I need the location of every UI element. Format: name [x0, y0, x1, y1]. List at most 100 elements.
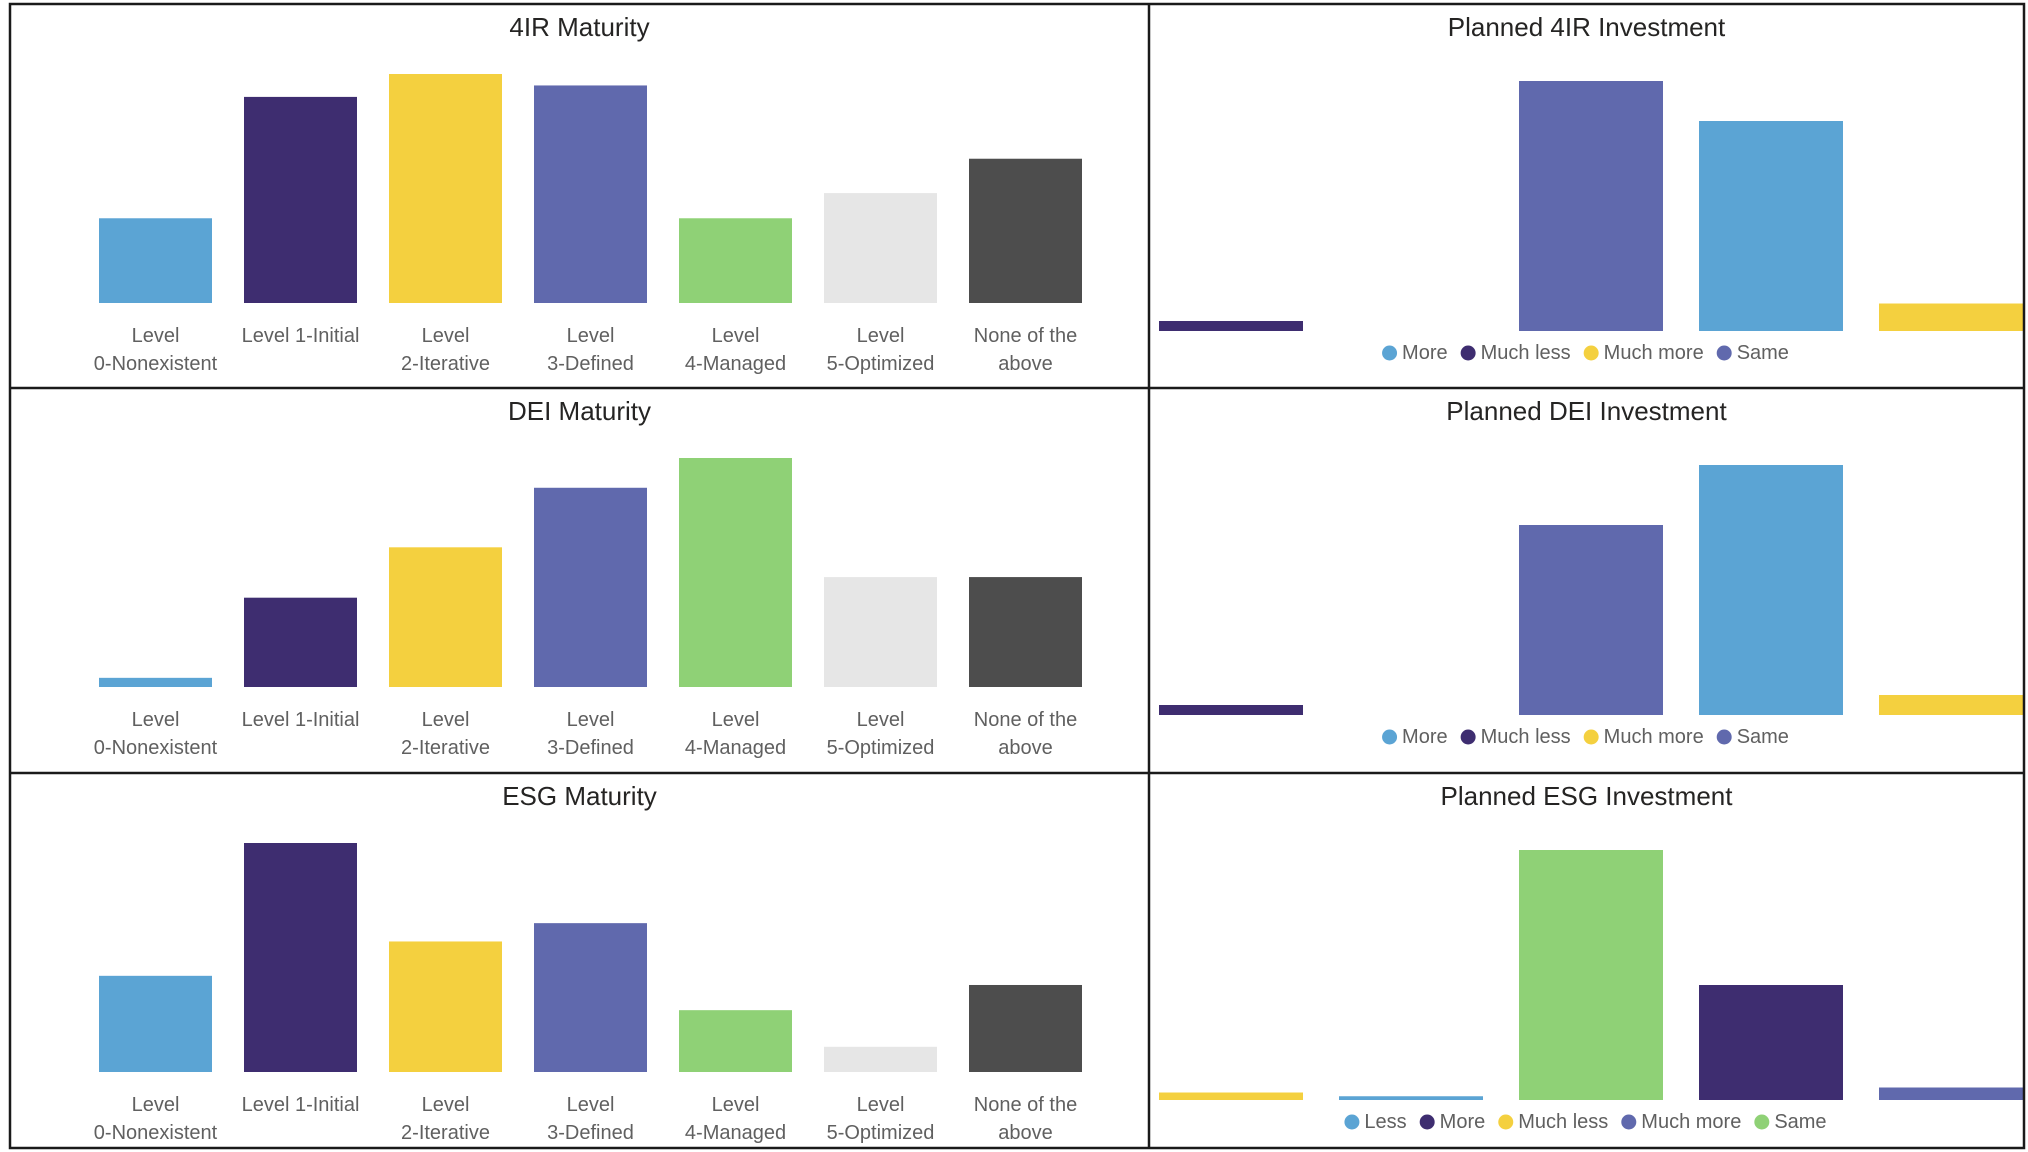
legend-swatch	[1583, 729, 1599, 745]
tick-label-level-3-defined-line-1: Level	[567, 1094, 615, 1116]
bar-level-1-initial[interactable]	[244, 96, 357, 304]
chart-title: Planned 4IR Investment	[1448, 12, 1726, 42]
bar-same[interactable]	[1519, 850, 1663, 1100]
legend: More Much less Much more Same	[1382, 726, 1789, 748]
tick-label-level-0-nonexistent-line-2: 0-Nonexistent	[94, 353, 218, 375]
legend-label: Much more	[1641, 1111, 1741, 1133]
legend-item-much-less[interactable]: Much less	[1498, 1111, 1608, 1133]
legend-label: Same	[1737, 342, 1789, 364]
legend-swatch	[1460, 729, 1476, 745]
outer-border	[8, 2, 2026, 1150]
legend-item-same[interactable]: Same	[1716, 726, 1789, 748]
legend-label: Less	[1364, 1111, 1406, 1133]
legend-item-much-more[interactable]: Much more	[1621, 1111, 1741, 1133]
tick-label-level-3-defined-line-2: 3-Defined	[547, 737, 634, 759]
bar-level-4-managed[interactable]	[679, 218, 792, 303]
tick-label-level-2-iterative-line-2: 2-Iterative	[401, 737, 490, 759]
legend-item-less[interactable]: Less	[1344, 1111, 1407, 1133]
tick-label-level-2-iterative-line-1: Level	[422, 709, 470, 731]
bar-level-0-nonexistent[interactable]	[99, 677, 212, 687]
legend-item-more[interactable]: More	[1382, 342, 1448, 364]
tick-label-none-of-the-above-line-1: None of the	[974, 325, 1077, 347]
tick-label-level-4-managed-line-1: Level	[712, 709, 760, 731]
tick-label-level-5-optimized-line-2: 5-Optimized	[827, 1122, 935, 1144]
bar-level-1-initial[interactable]	[244, 597, 357, 687]
legend-label: More	[1402, 726, 1448, 748]
bar-same[interactable]	[1519, 81, 1663, 331]
bar-level-1-initial[interactable]	[244, 843, 357, 1072]
bar-much-less[interactable]	[1159, 705, 1303, 715]
planned-dei-investment-chart: Planned DEI Investment More Much less Much …	[1159, 396, 2023, 748]
esg-maturity-chart: ESG Maturity Level 0-Nonexistent Level 1-In…	[94, 781, 1082, 1144]
legend-label: Same	[1774, 1111, 1826, 1133]
bar-level-2-iterative[interactable]	[389, 74, 502, 303]
bar-same[interactable]	[1519, 525, 1663, 715]
legend-item-much-more[interactable]: Much more	[1583, 726, 1704, 748]
tick-label-level-1-initial: Level 1-Initial	[242, 709, 360, 731]
legend-label: Much less	[1481, 726, 1571, 748]
bar-level-4-managed[interactable]	[679, 458, 792, 687]
bar-none-of-the-above[interactable]	[969, 577, 1082, 687]
tick-label-level-4-managed-line-2: 4-Managed	[685, 737, 786, 759]
chart-title: DEI Maturity	[508, 396, 651, 426]
legend-item-much-less[interactable]: Much less	[1460, 726, 1571, 748]
bar-level-5-optimized[interactable]	[824, 193, 937, 303]
bar-level-4-managed[interactable]	[679, 1010, 792, 1072]
bar-level-3-defined[interactable]	[534, 487, 647, 687]
bar-much-less[interactable]	[1159, 321, 1303, 331]
planned-esg-investment-chart: Planned ESG Investment Less More Much less M…	[1159, 781, 2023, 1133]
legend-swatch	[1460, 345, 1476, 361]
bar-much-more[interactable]	[1879, 695, 2023, 715]
bar-level-5-optimized[interactable]	[824, 1046, 937, 1072]
bar-level-3-defined[interactable]	[534, 923, 647, 1072]
legend-swatch	[1583, 345, 1599, 361]
legend-swatch	[1498, 1114, 1514, 1130]
legend-swatch	[1382, 729, 1398, 745]
tick-label-level-1-initial: Level 1-Initial	[242, 1094, 360, 1116]
chart-panels: 4IR Maturity Level 0-Nonexistent Level 1-In…	[94, 12, 2023, 1144]
legend-item-much-more[interactable]: Much more	[1583, 342, 1704, 364]
legend-item-same[interactable]: Same	[1754, 1111, 1827, 1133]
legend-swatch	[1419, 1114, 1435, 1130]
bar-level-2-iterative[interactable]	[389, 941, 502, 1072]
bar-much-less[interactable]	[1879, 1087, 2023, 1101]
legend-swatch	[1344, 1114, 1360, 1130]
tick-label-none-of-the-above-line-2: above	[998, 353, 1053, 375]
bar-much-more[interactable]	[1159, 1092, 1303, 1101]
tick-label-level-4-managed-line-1: Level	[712, 325, 760, 347]
bar-none-of-the-above[interactable]	[969, 984, 1082, 1072]
legend-label: Much less	[1481, 342, 1571, 364]
bar-less[interactable]	[1339, 1096, 1483, 1100]
bar-level-3-defined[interactable]	[534, 85, 647, 303]
planned-4ir-investment-chart: Planned 4IR Investment More Much less Much …	[1159, 12, 2023, 364]
bar-none-of-the-above[interactable]	[969, 158, 1082, 303]
tick-label-level-3-defined-line-1: Level	[567, 709, 615, 731]
bar-more[interactable]	[1699, 465, 1843, 715]
legend-label: More	[1402, 342, 1448, 364]
dei-maturity-chart: DEI Maturity Level 0-Nonexistent Level 1-In…	[94, 396, 1082, 759]
legend: More Much less Much more Same	[1382, 342, 1789, 364]
tick-label-level-2-iterative-line-2: 2-Iterative	[401, 353, 490, 375]
bar-level-2-iterative[interactable]	[389, 547, 502, 687]
legend-item-much-less[interactable]: Much less	[1460, 342, 1571, 364]
legend-item-more[interactable]: More	[1419, 1111, 1486, 1133]
bar-more[interactable]	[1699, 985, 1843, 1100]
legend-label: Much more	[1604, 726, 1704, 748]
bar-level-0-nonexistent[interactable]	[99, 218, 212, 303]
legend: Less More Much less Much more Same	[1344, 1111, 1827, 1133]
bar-level-0-nonexistent[interactable]	[99, 975, 212, 1072]
legend-item-more[interactable]: More	[1382, 726, 1448, 748]
legend-swatch	[1716, 729, 1732, 745]
bar-much-more[interactable]	[1879, 303, 2023, 332]
panel-borders	[8, 2, 2026, 1150]
bar-more[interactable]	[1699, 121, 1843, 331]
tick-label-level-5-optimized-line-1: Level	[857, 325, 905, 347]
bar-level-5-optimized[interactable]	[824, 577, 937, 687]
tick-label-level-1-initial: Level 1-Initial	[242, 325, 360, 347]
tick-label-level-0-nonexistent-line-1: Level	[132, 1094, 180, 1116]
legend-swatch	[1716, 345, 1732, 361]
chart-title: Planned ESG Investment	[1441, 781, 1734, 811]
tick-label-level-0-nonexistent-line-2: 0-Nonexistent	[94, 1122, 218, 1144]
legend-item-same[interactable]: Same	[1716, 342, 1789, 364]
